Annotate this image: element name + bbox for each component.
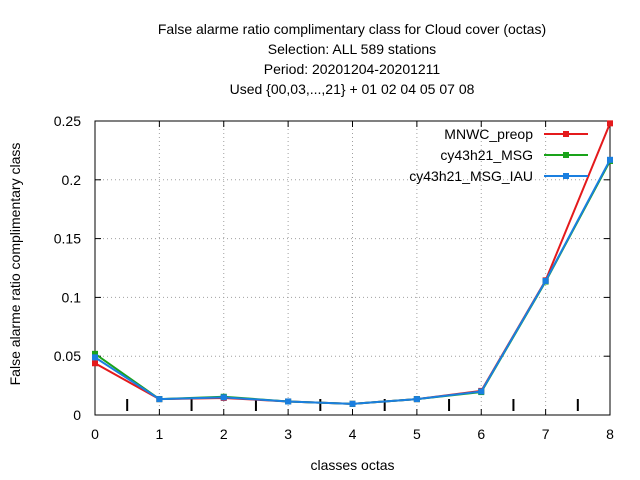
legend-marker [563, 152, 569, 158]
legend-marker [563, 173, 569, 179]
legend-marker [563, 131, 569, 137]
axis-ticks: 0 1 2 3 4 5 6 7 8 0 0.05 0.1 0.15 0.2 0.25 [54, 113, 614, 442]
x-tick-label: 0 [91, 426, 99, 442]
y-tick-label: 0.15 [54, 231, 81, 247]
legend-label: cy43h21_MSG [440, 147, 533, 163]
y-tick-label: 0.05 [54, 348, 81, 364]
grid-lines [95, 121, 610, 415]
y-tick-label: 0.25 [54, 113, 81, 129]
data-point [607, 120, 613, 127]
legend: MNWC_preop cy43h21_MSG cy43h21_MSG_IAU [409, 126, 588, 184]
x-tick-label: 3 [284, 426, 292, 442]
data-point [220, 394, 227, 401]
data-point [413, 396, 420, 403]
data-point [478, 388, 485, 395]
x-tick-label: 8 [606, 426, 614, 442]
data-point [285, 398, 292, 405]
data-point [542, 277, 549, 284]
data-point [92, 360, 98, 367]
minor-x-marks [126, 399, 579, 411]
data-point [607, 156, 613, 163]
legend-label: MNWC_preop [444, 126, 533, 142]
legend-label: cy43h21_MSG_IAU [409, 168, 533, 184]
y-tick-label: 0.1 [62, 289, 82, 305]
x-tick-label: 1 [155, 426, 163, 442]
title-line: Period: 20201204-20201211 [264, 61, 441, 77]
title-line: Used {00,03,...,21} + 01 02 04 05 07 08 [230, 81, 475, 97]
x-axis-label: classes octas [310, 457, 394, 473]
y-axis-label: False alarme ratio complimentary class [7, 143, 23, 386]
y-tick-label: 0.2 [62, 172, 82, 188]
data-point [156, 396, 163, 403]
title-line: Selection: ALL 589 stations [268, 41, 436, 57]
data-point [349, 400, 356, 407]
x-tick-label: 7 [542, 426, 550, 442]
chart-title: False alarme ratio complimentary class f… [158, 21, 546, 97]
x-tick-label: 5 [413, 426, 421, 442]
title-line: False alarme ratio complimentary class f… [158, 21, 546, 37]
series-lines [92, 120, 613, 407]
data-point [92, 354, 98, 361]
x-tick-label: 2 [220, 426, 228, 442]
y-tick-label: 0 [73, 407, 81, 423]
data-point [92, 350, 98, 357]
x-tick-label: 4 [349, 426, 357, 442]
x-tick-label: 6 [477, 426, 485, 442]
